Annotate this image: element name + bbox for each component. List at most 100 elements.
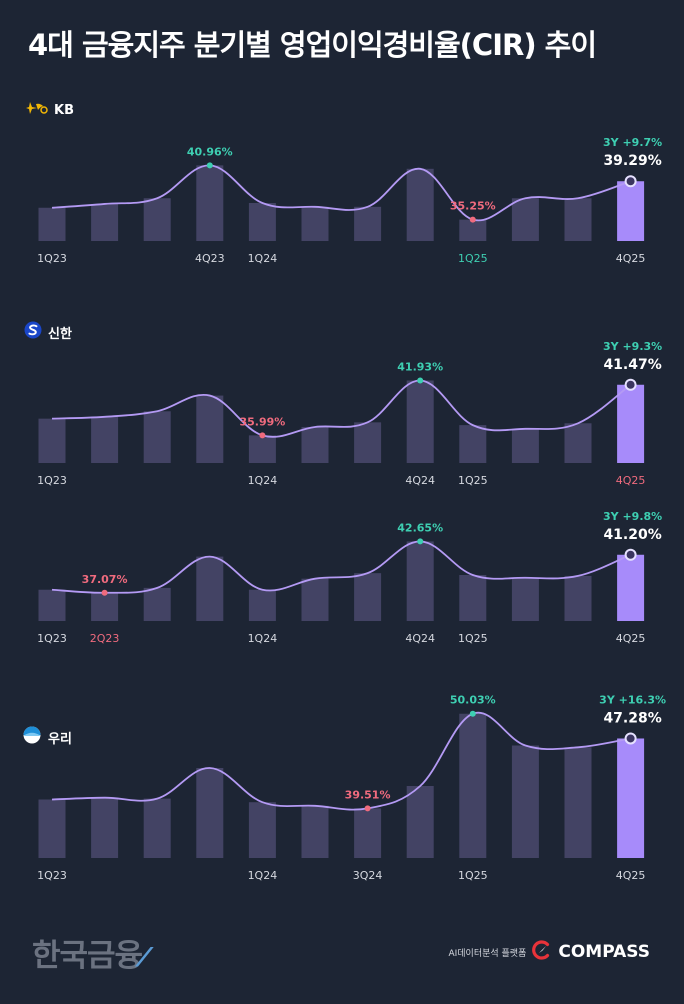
three-year-change-label: 3Y +9.7% <box>603 136 662 149</box>
bar-3Q23 <box>143 587 171 621</box>
bar-4Q24 <box>406 168 434 241</box>
latest-value-label: 39.29% <box>603 153 661 169</box>
annotation-dot-min <box>101 589 108 596</box>
latest-marker <box>624 175 637 188</box>
bar-1Q24 <box>248 203 276 241</box>
bar-3Q24 <box>354 808 382 858</box>
bar-1Q24 <box>248 435 276 463</box>
bar-1Q25 <box>459 219 487 241</box>
bank-name: KB <box>54 102 74 118</box>
annotation-label-max: 50.03% <box>450 694 496 707</box>
annotation-dot-min <box>259 432 266 439</box>
bar-3Q23 <box>143 798 171 858</box>
bar-2Q23 <box>91 203 119 241</box>
bar-2Q24 <box>301 426 329 463</box>
annotation-dot-max <box>469 710 476 717</box>
woori-logo-icon <box>22 726 42 748</box>
x-tick-label: 4Q23 <box>195 252 225 265</box>
compass-brand: AI데이터분석 플랫폼 COMPASS <box>448 940 650 964</box>
x-tick-label: 1Q24 <box>248 474 278 487</box>
x-tick-label: 1Q24 <box>248 252 278 265</box>
x-tick-label: 1Q23 <box>37 632 67 645</box>
annotation-label-max: 41.93% <box>397 361 443 374</box>
bar-4Q23 <box>196 395 224 463</box>
bar-1Q23 <box>38 799 66 858</box>
x-tick-label: 1Q23 <box>37 869 67 882</box>
bar-2Q25 <box>511 428 539 463</box>
annotation-label-max: 42.65% <box>397 521 443 534</box>
logo-text: 한국금융 <box>32 938 143 974</box>
annotation-dot-max <box>417 538 424 545</box>
trend-line <box>51 164 631 222</box>
x-tick-label: 4Q25 <box>616 474 646 487</box>
three-year-change-label: 3Y +16.3% <box>599 693 666 706</box>
annotation-label-min: 35.25% <box>450 200 496 213</box>
bar-2Q24 <box>301 805 329 858</box>
x-tick-label: 1Q25 <box>458 632 488 645</box>
annotation-label-min: 39.51% <box>345 788 391 801</box>
x-tick-label: 1Q23 <box>37 474 67 487</box>
x-tick-label: 4Q25 <box>616 869 646 882</box>
x-tick-label: 3Q24 <box>353 869 383 882</box>
bar-4Q23 <box>196 556 224 621</box>
bank-name: 우리 <box>48 731 72 747</box>
bar-1Q23 <box>38 418 66 463</box>
latest-value-label: 41.20% <box>603 527 661 543</box>
annotation-dot-max <box>206 162 213 169</box>
bar-2Q25 <box>511 745 539 858</box>
x-tick-label: 1Q24 <box>248 632 278 645</box>
x-tick-label: 1Q23 <box>37 252 67 265</box>
x-tick-label: 1Q25 <box>458 869 488 882</box>
bank-label-kb: KB <box>26 101 74 119</box>
logo-swoosh-icon: ⁄ <box>142 943 146 973</box>
bar-3Q25 <box>564 423 592 463</box>
latest-marker <box>624 378 637 391</box>
latest-value-label: 41.47% <box>603 357 661 373</box>
latest-marker <box>624 548 637 561</box>
trend-line <box>51 711 631 811</box>
bar-1Q25 <box>459 713 487 858</box>
x-tick-label: 1Q25 <box>458 474 488 487</box>
bank-name: 신한 <box>48 326 72 342</box>
bar-2Q23 <box>91 797 119 858</box>
bar-latest <box>617 738 645 858</box>
annotation-dot-min <box>364 805 371 812</box>
x-tick-label: 2Q23 <box>90 632 120 645</box>
bar-4Q23 <box>196 165 224 241</box>
bar-4Q24 <box>406 380 434 463</box>
trend-line <box>51 540 631 594</box>
bar-3Q25 <box>564 747 592 858</box>
bar-3Q23 <box>143 198 171 241</box>
bar-3Q25 <box>564 575 592 621</box>
bar-1Q25 <box>459 575 487 621</box>
kb-star-icon <box>26 101 48 119</box>
x-tick-label: 4Q24 <box>405 632 435 645</box>
annotation-label-min: 37.07% <box>82 573 128 586</box>
bar-1Q24 <box>248 802 276 858</box>
bar-4Q24 <box>406 541 434 621</box>
annotation-label-max: 40.96% <box>187 145 233 158</box>
bar-3Q25 <box>564 198 592 241</box>
bar-2Q25 <box>511 198 539 241</box>
annotation-dot-max <box>417 377 424 384</box>
x-tick-label: 1Q24 <box>248 869 278 882</box>
compass-wordmark: COMPASS <box>558 942 650 962</box>
bar-2Q23 <box>91 592 119 621</box>
x-tick-label: 4Q25 <box>616 252 646 265</box>
bar-4Q24 <box>406 786 434 858</box>
bar-2Q25 <box>511 577 539 621</box>
latest-value-label: 47.28% <box>603 710 661 726</box>
bar-3Q24 <box>354 573 382 621</box>
bar-3Q23 <box>143 411 171 463</box>
annotation-dot-min <box>469 216 476 223</box>
page-title: 4대 금융지주 분기별 영업이익경비율(CIR) 추이 <box>28 28 597 62</box>
bar-1Q25 <box>459 425 487 463</box>
bar-2Q23 <box>91 416 119 463</box>
x-tick-label: 4Q24 <box>405 474 435 487</box>
compass-icon <box>532 940 552 964</box>
bank-label-woori: 우리 <box>22 726 72 748</box>
bar-latest <box>617 181 645 241</box>
